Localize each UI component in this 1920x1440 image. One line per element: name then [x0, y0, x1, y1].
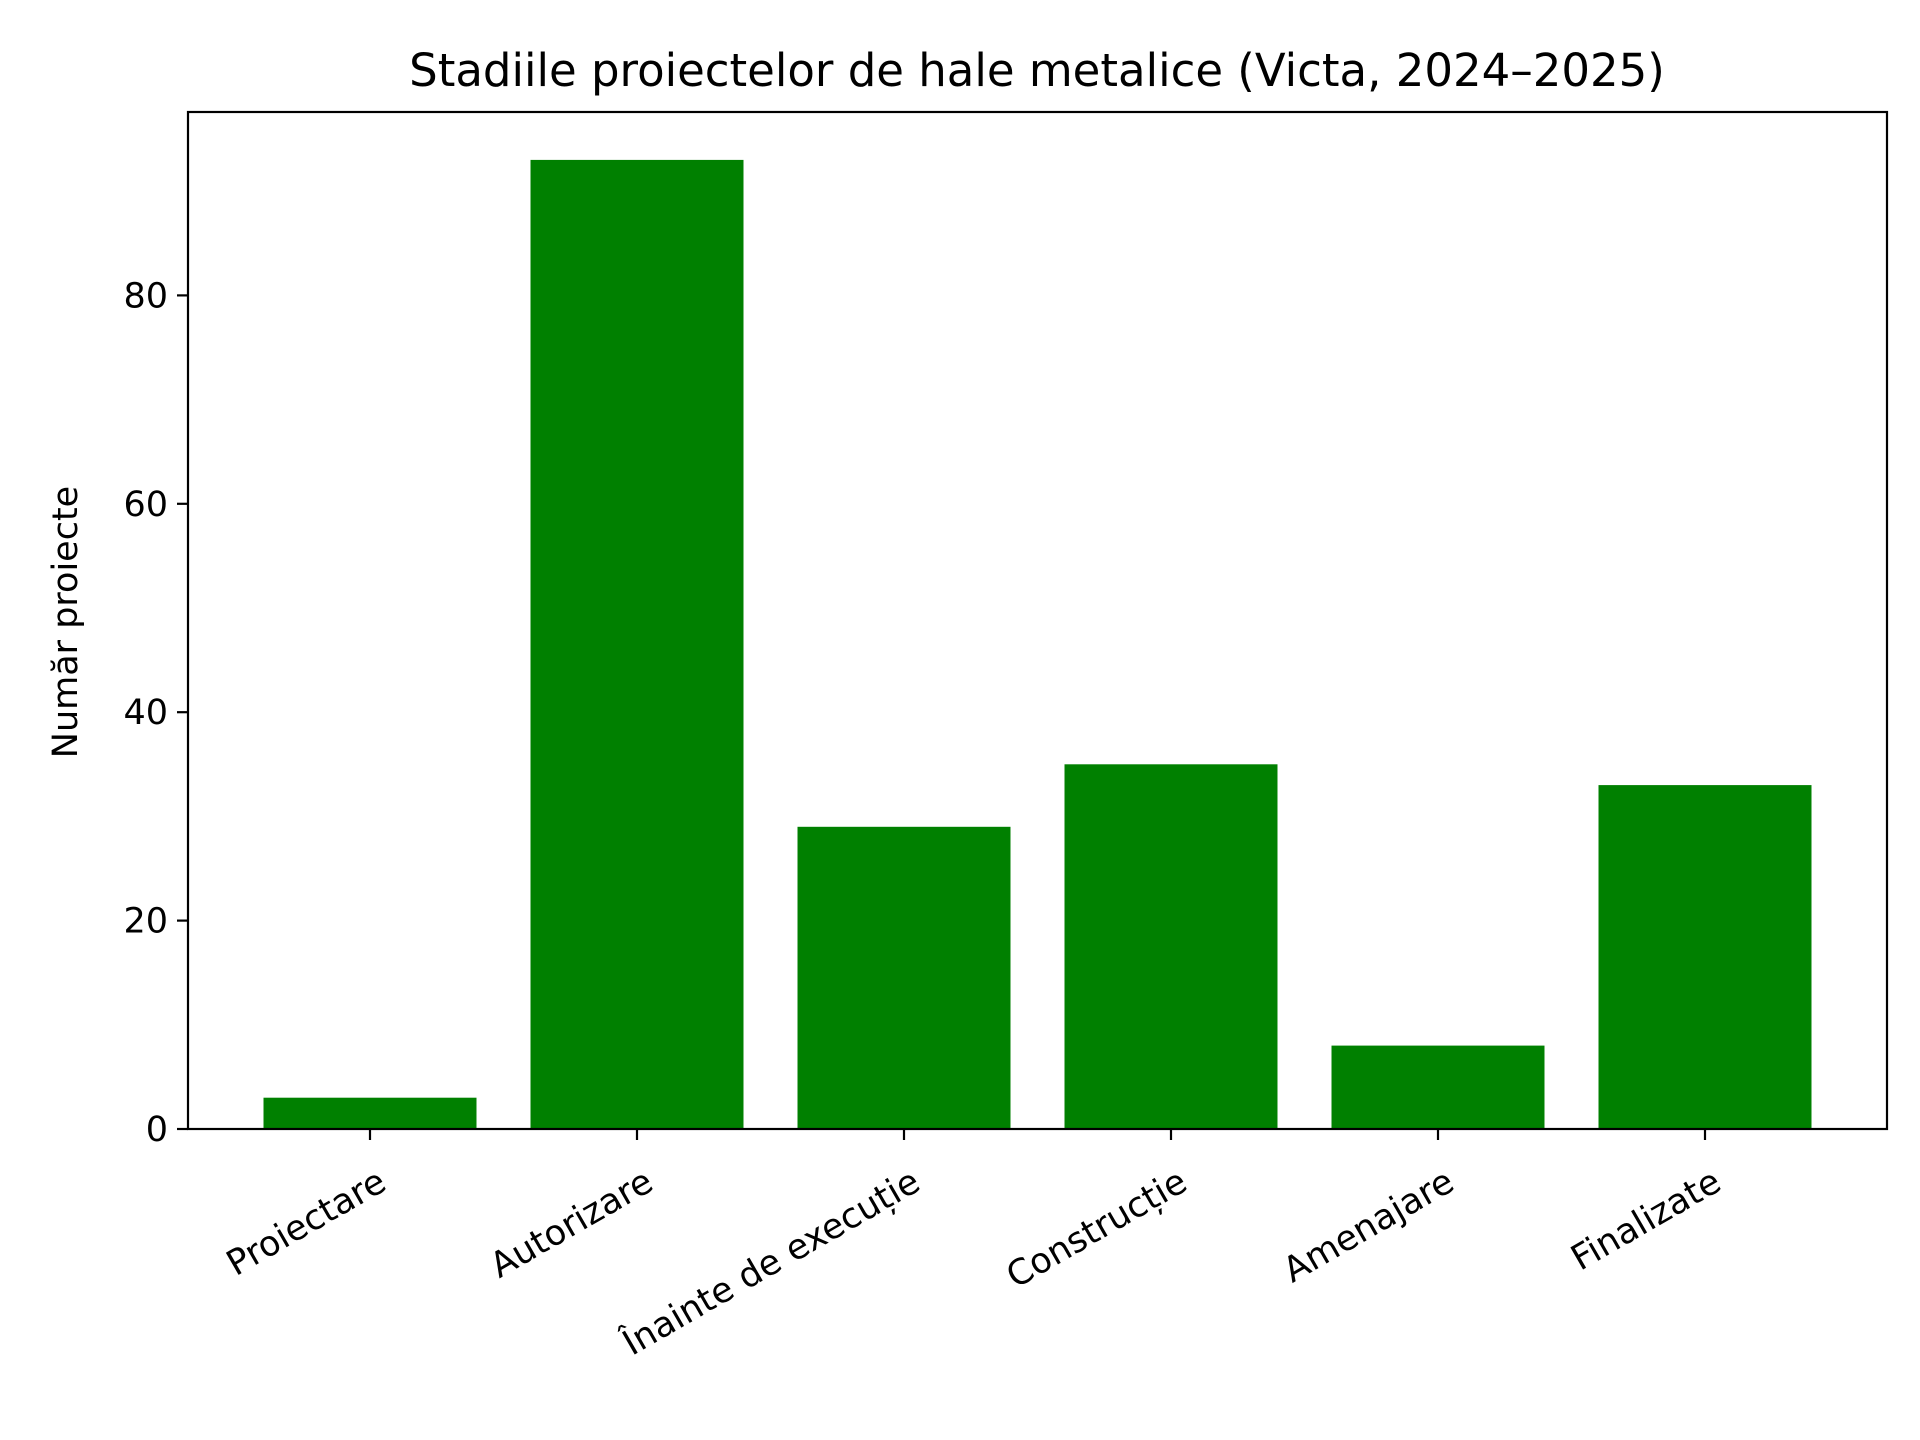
plot-frame — [186, 110, 1889, 1131]
chart-title: Stadiile proiectelor de hale metalice (V… — [409, 44, 1665, 97]
bars-layer — [263, 159, 1812, 1129]
bar-2 — [797, 826, 1011, 1129]
bar-4 — [1331, 1045, 1545, 1129]
bar-5 — [1598, 785, 1812, 1129]
y-tick-label-0: 0 — [146, 1110, 168, 1150]
bar-1 — [530, 159, 744, 1129]
y-axis-label: Număr proiecte — [46, 486, 86, 758]
y-tick-label-2: 40 — [123, 693, 168, 733]
y-tick-label-4: 80 — [123, 276, 168, 316]
y-tick-label-1: 20 — [123, 902, 168, 942]
bar-0 — [263, 1097, 477, 1129]
y-tick-label-3: 60 — [123, 485, 168, 525]
bar-3 — [1064, 764, 1278, 1129]
